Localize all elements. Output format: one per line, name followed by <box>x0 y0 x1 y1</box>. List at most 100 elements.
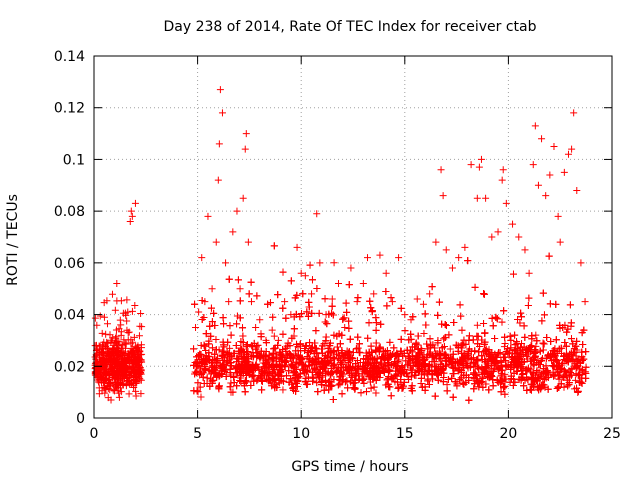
data-point <box>135 355 143 363</box>
data-point <box>112 379 120 387</box>
data-point <box>509 270 517 278</box>
data-point <box>352 345 360 353</box>
data-point <box>455 254 463 262</box>
data-point <box>106 358 114 366</box>
data-point <box>542 362 550 370</box>
data-point <box>114 341 122 349</box>
data-point <box>397 304 405 312</box>
data-point <box>467 161 475 169</box>
data-point <box>136 322 144 330</box>
data-point <box>101 376 109 384</box>
data-point <box>107 338 115 346</box>
data-point <box>270 332 278 340</box>
data-point <box>502 199 510 207</box>
data-point <box>366 297 374 305</box>
data-point <box>383 302 391 310</box>
data-point <box>127 207 135 215</box>
data-point <box>304 312 312 320</box>
data-point <box>491 334 499 342</box>
data-point <box>470 385 478 393</box>
data-point <box>473 357 481 365</box>
data-point <box>126 217 134 225</box>
data-point <box>241 145 249 153</box>
data-point <box>111 357 119 365</box>
data-point <box>128 212 136 220</box>
data-point <box>459 341 467 349</box>
data-point <box>444 375 452 383</box>
data-point <box>455 366 463 374</box>
data-point <box>191 300 199 308</box>
data-point <box>409 313 417 321</box>
data-point <box>208 318 216 326</box>
data-point <box>330 331 338 339</box>
data-point <box>195 308 203 316</box>
data-point <box>341 324 349 331</box>
data-point <box>482 380 490 388</box>
data-point <box>539 339 547 347</box>
data-point <box>301 342 309 350</box>
data-point <box>334 347 342 355</box>
data-point <box>367 384 375 392</box>
data-point <box>112 334 120 342</box>
data-point <box>399 352 407 360</box>
data-point <box>531 122 539 130</box>
data-point <box>227 331 235 339</box>
data-point <box>465 377 473 385</box>
data-point <box>554 212 562 220</box>
data-point <box>414 361 422 369</box>
data-point <box>482 194 490 202</box>
grid-lines <box>94 56 612 418</box>
data-point <box>553 385 561 393</box>
data-point <box>305 303 313 311</box>
data-point <box>292 310 300 318</box>
data-point <box>192 324 200 331</box>
data-point <box>225 275 233 283</box>
data-point <box>499 166 507 174</box>
data-point <box>550 143 558 150</box>
data-point <box>456 376 464 384</box>
data-point <box>125 328 133 336</box>
data-point <box>577 259 585 267</box>
data-point <box>100 313 108 321</box>
data-point <box>220 320 228 328</box>
data-point <box>499 376 507 384</box>
data-point <box>298 354 306 362</box>
scatter-points <box>91 86 590 404</box>
data-point <box>313 284 321 292</box>
data-point <box>364 254 372 262</box>
data-point <box>128 356 136 364</box>
data-point <box>97 373 105 381</box>
data-point <box>556 238 564 246</box>
data-point <box>202 366 210 374</box>
data-point <box>498 318 506 326</box>
data-point <box>226 344 234 352</box>
data-point <box>344 384 352 392</box>
data-point <box>208 285 216 293</box>
data-point <box>229 228 237 236</box>
data-point <box>339 315 347 323</box>
data-point <box>252 360 260 368</box>
data-point <box>511 331 519 339</box>
data-point <box>258 377 266 385</box>
data-point <box>501 339 509 347</box>
data-point <box>473 321 481 329</box>
data-point <box>318 342 326 350</box>
data-point <box>262 339 270 347</box>
data-point <box>125 363 133 371</box>
data-point <box>386 366 394 374</box>
data-point <box>205 340 213 348</box>
data-point <box>359 280 367 288</box>
data-point <box>462 340 470 348</box>
data-point <box>261 352 269 360</box>
data-point <box>370 383 378 391</box>
data-point <box>466 363 474 371</box>
data-point <box>328 295 336 303</box>
data-point <box>260 363 268 371</box>
data-point <box>104 379 112 387</box>
data-point <box>525 269 533 277</box>
data-point <box>132 358 140 366</box>
data-point <box>112 326 120 334</box>
data-point <box>539 346 547 354</box>
data-point <box>488 233 496 241</box>
